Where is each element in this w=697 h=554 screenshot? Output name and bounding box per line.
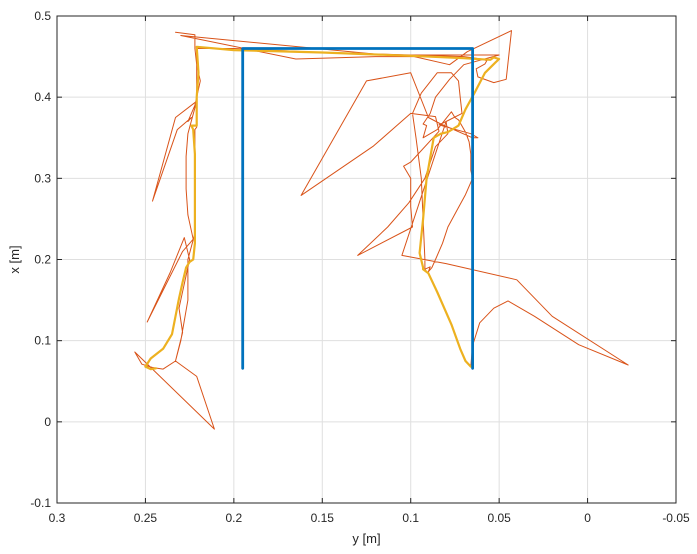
x-tick-label: 0.2 (226, 511, 243, 525)
x-tick-label: 0.15 (311, 511, 335, 525)
y-tick-label: 0.4 (34, 90, 51, 104)
y-tick-label: -0.1 (30, 496, 51, 510)
y-tick-label: 0.3 (34, 171, 51, 185)
series-line-3 (241, 47, 474, 370)
x-axis-label: y [m] (352, 531, 380, 546)
series-line-2 (144, 45, 501, 371)
y-tick-label: 0.5 (34, 9, 51, 23)
x-tick-label: 0.25 (134, 511, 158, 525)
y-tick-label: 0.2 (34, 253, 51, 267)
x-tick-label: 0 (584, 511, 591, 525)
plot-area: 0.3 0.25 0.2 0.15 0.1 0.05 0 -0.05 -0.1 0 0.1 0.2 0.… (30, 9, 690, 525)
x-tick-label: -0.05 (662, 511, 690, 525)
y-axis-label: x [m] (7, 245, 22, 273)
y-tick-label: 0.1 (34, 334, 51, 348)
x-tick-label: 0.1 (402, 511, 419, 525)
y-tick-label: 0 (44, 415, 51, 429)
series-line-1 (134, 30, 629, 430)
x-tick-label: 0.05 (487, 511, 511, 525)
x-tick-label: 0.3 (49, 511, 66, 525)
